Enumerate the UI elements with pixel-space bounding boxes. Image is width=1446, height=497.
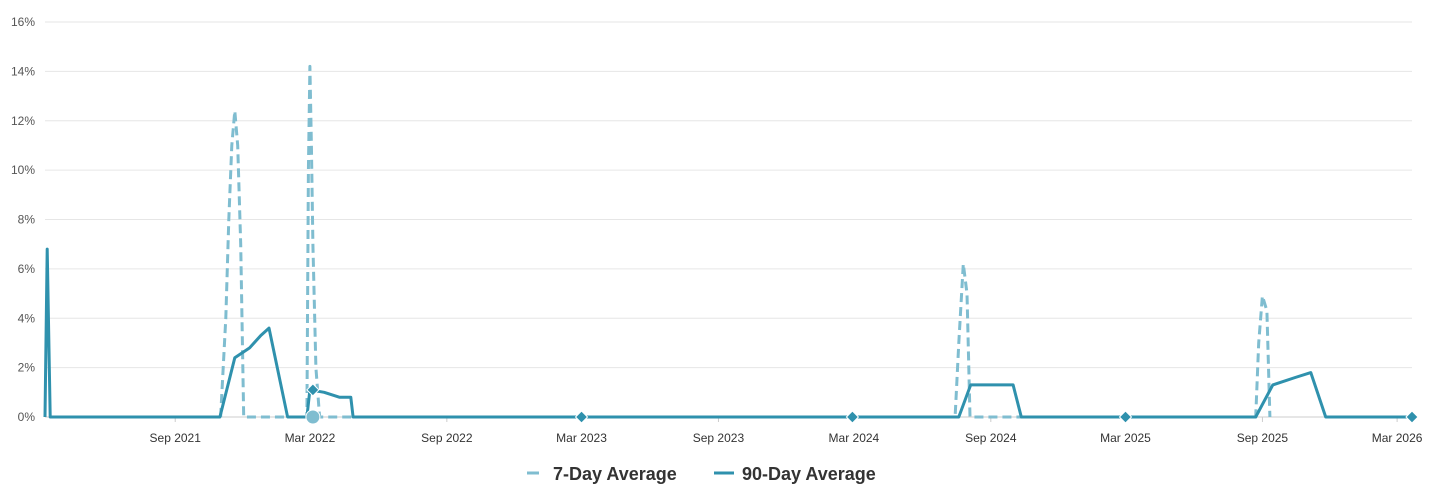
y-tick-label: 6%: [18, 262, 36, 276]
x-tick-label: Sep 2021: [150, 431, 202, 445]
x-tick-label: Sep 2023: [693, 431, 745, 445]
legend-item-90-day[interactable]: 90-Day Average: [714, 464, 876, 484]
data-point-diamond[interactable]: [1405, 410, 1419, 424]
x-tick-label: Sep 2024: [965, 431, 1017, 445]
y-axis-ticks: 0% 2% 4% 6% 8% 10% 12% 14% 16%: [11, 15, 35, 424]
legend-item-7-day[interactable]: 7-Day Average: [527, 464, 677, 484]
grid-lines: [45, 21, 1412, 418]
legend[interactable]: 7-Day Average 90-Day Average: [527, 464, 876, 484]
series-lines: [43, 64, 1412, 419]
x-tick-label: Mar 2022: [285, 431, 336, 445]
x-tick-label: Sep 2022: [421, 431, 473, 445]
y-tick-label: 14%: [11, 64, 35, 78]
legend-label: 90-Day Average: [742, 464, 876, 484]
data-point-diamond[interactable]: [1118, 410, 1133, 424]
x-tick-label: Sep 2025: [1237, 431, 1289, 445]
y-tick-label: 12%: [11, 114, 35, 128]
y-tick-label: 4%: [18, 311, 36, 325]
x-tick-label: Mar 2025: [1100, 431, 1151, 445]
y-tick-label: 0%: [18, 410, 36, 424]
series-line-7-day: [219, 64, 1272, 419]
y-tick-label: 2%: [18, 361, 36, 375]
data-point-circle[interactable]: [305, 409, 321, 425]
x-tick-label: Mar 2024: [829, 431, 880, 445]
legend-label: 7-Day Average: [553, 464, 677, 484]
y-tick-label: 8%: [18, 213, 36, 227]
series-line-90-day: [43, 247, 1412, 419]
data-point-diamond[interactable]: [845, 410, 860, 424]
x-tick-label: Mar 2023: [556, 431, 607, 445]
x-axis-ticks: Sep 2021 Mar 2022 Sep 2022 Mar 2023 Sep 2023…: [150, 417, 1423, 445]
data-point-diamond[interactable]: [574, 410, 589, 424]
y-tick-label: 10%: [11, 163, 35, 177]
data-markers: [305, 383, 1419, 425]
data-point-diamond[interactable]: [306, 383, 320, 397]
y-tick-label: 16%: [11, 15, 35, 29]
x-tick-label: Mar 2026: [1372, 431, 1423, 445]
